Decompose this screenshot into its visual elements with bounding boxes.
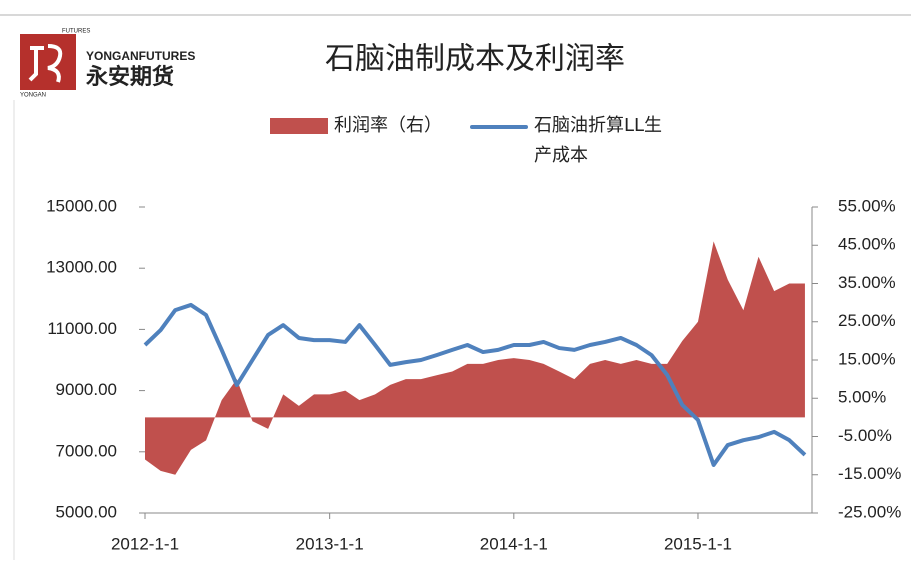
legend-item: 石脑油折算LL生产成本	[470, 114, 674, 171]
y2-tick-label: 15.00%	[838, 349, 896, 368]
logo-small: FUTURES	[62, 29, 90, 35]
y-tick-label: 13000.00	[46, 258, 117, 277]
y2-tick-label: 25.00%	[838, 311, 896, 330]
logo-cn: 永安期货	[86, 64, 174, 90]
legend-label: 石脑油折算LL生产成本	[534, 115, 663, 166]
x-tick-label: 2015-1-1	[664, 534, 732, 553]
x-tick-label: 2013-1-1	[296, 534, 364, 553]
logo-en: YONGANFUTURES	[86, 49, 195, 63]
y-tick-label: 11000.00	[47, 319, 117, 338]
x-tick-label: 2012-1-1	[111, 534, 179, 553]
y2-tick-label: -25.00%	[838, 502, 901, 521]
y2-tick-label: 5.00%	[838, 388, 886, 407]
y2-tick-label: 45.00%	[838, 235, 896, 254]
cost-line	[143, 302, 807, 467]
y2-tick-label: -5.00%	[838, 426, 892, 445]
y-tick-label: 9000.00	[56, 380, 117, 399]
profit-area	[145, 241, 805, 475]
legend: 利润率（右） 石脑油折算LL生产成本	[270, 114, 702, 171]
x-tick-label: 2014-1-1	[480, 534, 548, 553]
y2-tick-label: -15.00%	[838, 464, 901, 483]
chart-title: 石脑油制成本及利润率	[325, 42, 625, 77]
legend-swatch	[470, 125, 528, 129]
y-tick-label: 5000.00	[56, 502, 117, 521]
legend-label: 利润率（右）	[334, 115, 442, 136]
y2-tick-label: 55.00%	[838, 196, 896, 215]
y-tick-label: 7000.00	[56, 441, 117, 460]
logo-glyph	[28, 44, 63, 83]
legend-swatch	[270, 118, 328, 134]
logo-small: YONGAN	[20, 93, 46, 99]
legend-item: 利润率（右）	[270, 114, 442, 141]
y2-tick-label: 35.00%	[838, 273, 896, 292]
logo-mark	[20, 34, 76, 90]
y-tick-label: 15000.00	[46, 196, 117, 215]
